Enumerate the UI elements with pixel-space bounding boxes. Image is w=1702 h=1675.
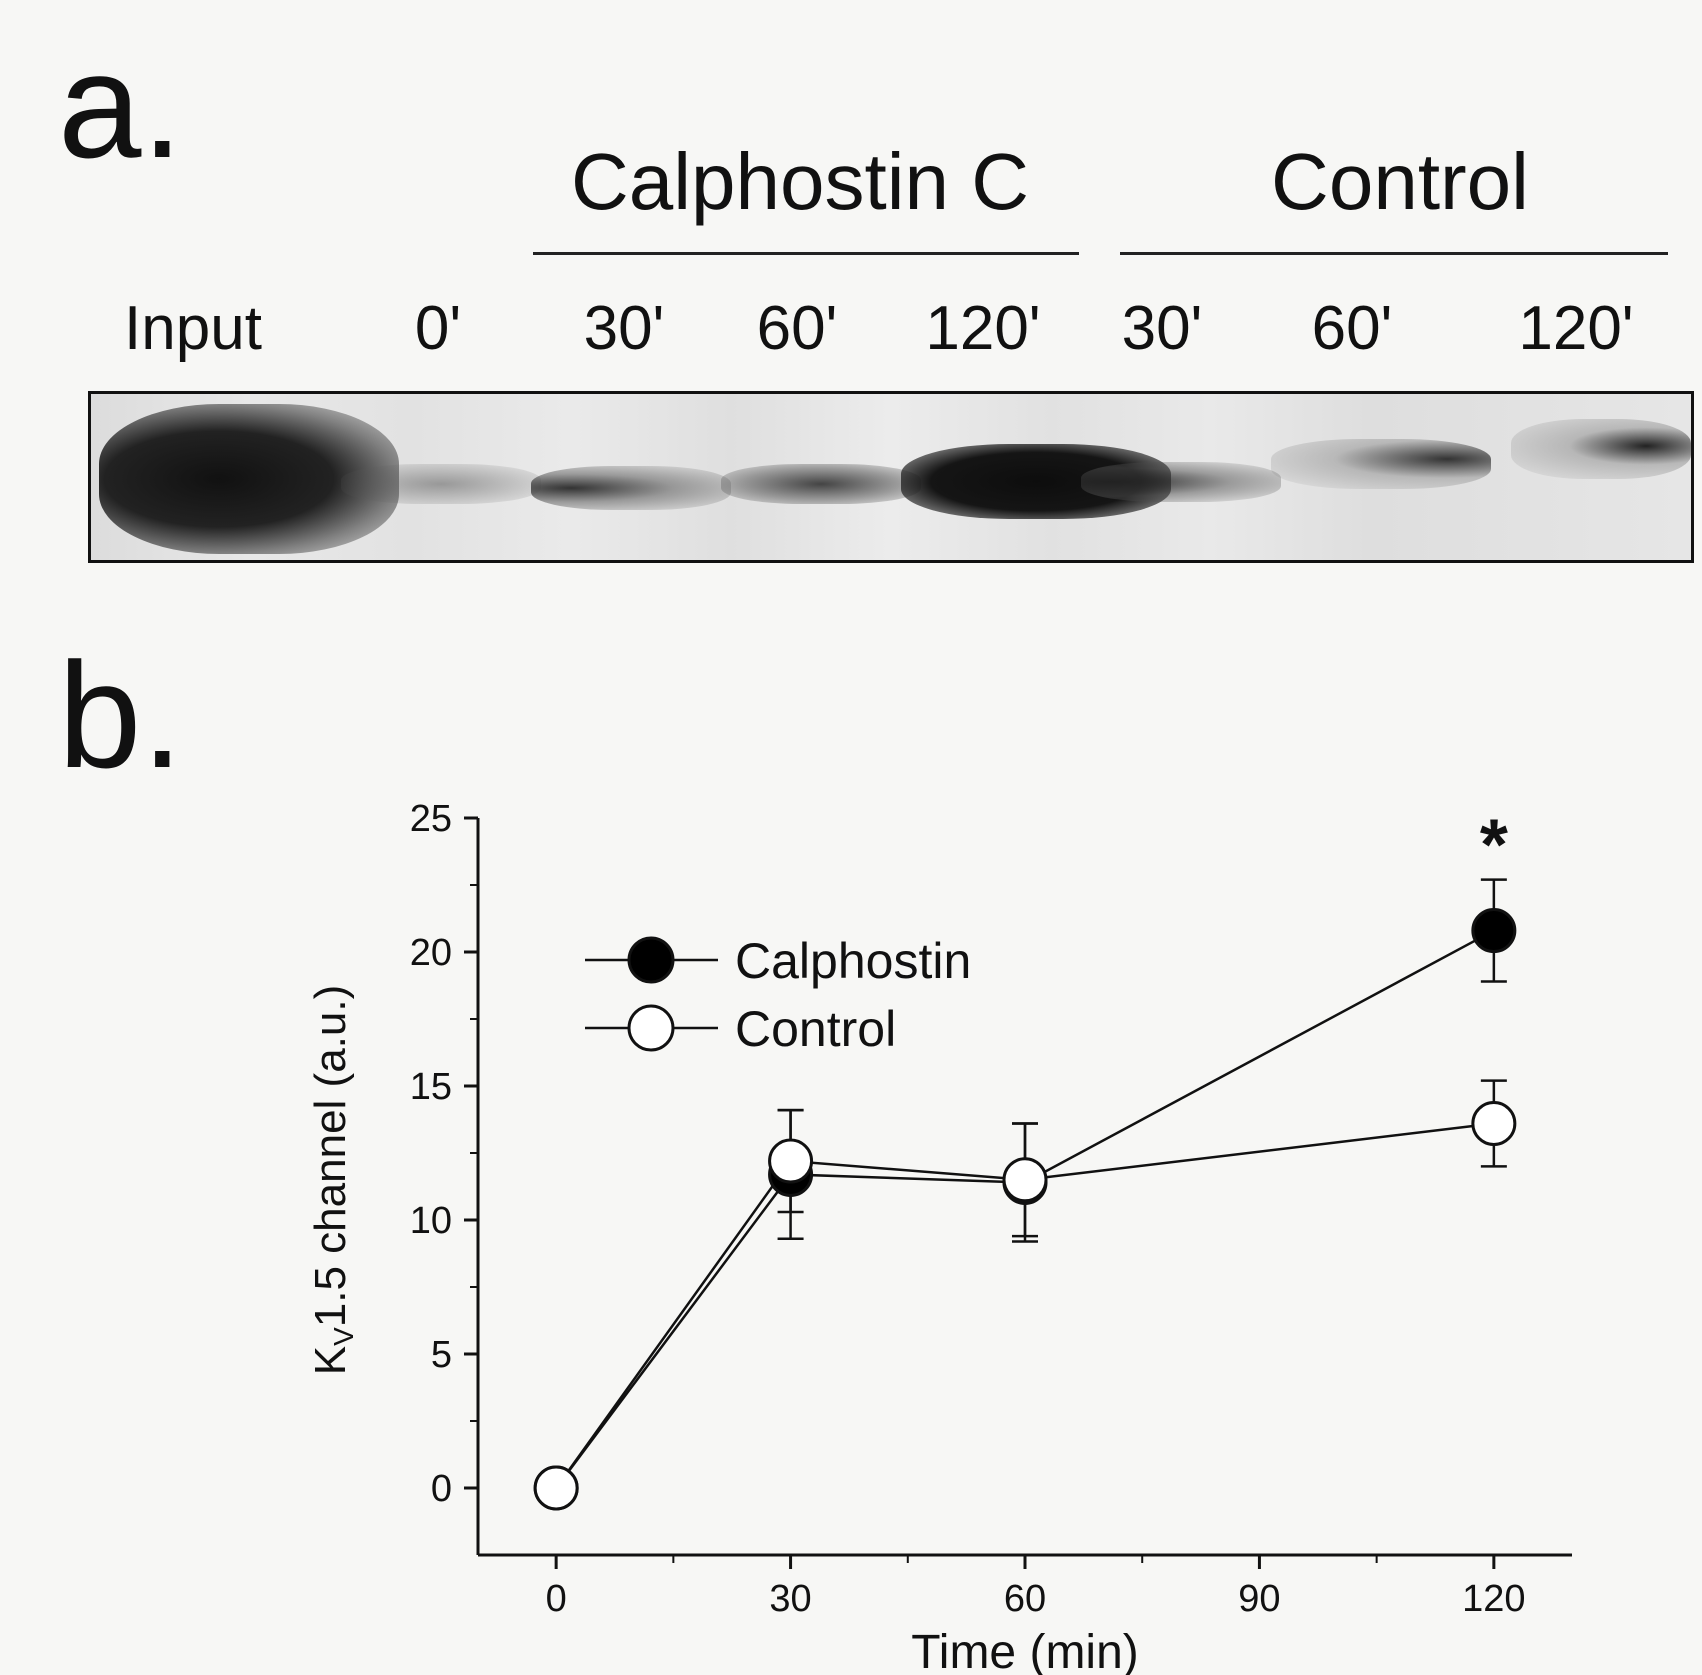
data-point-calphostin bbox=[1471, 908, 1517, 954]
blot-band-calphostin-60 bbox=[721, 464, 921, 504]
x-tick-label-0: 0 bbox=[546, 1578, 567, 1620]
significance-asterisk: * bbox=[1480, 806, 1508, 886]
lane-label-input: Input bbox=[124, 294, 262, 363]
y-tick-label-20: 20 bbox=[410, 932, 452, 974]
blot-band-control-120 bbox=[1511, 419, 1691, 479]
y-tick-label-5: 5 bbox=[431, 1334, 452, 1376]
data-point-control bbox=[768, 1138, 814, 1184]
y-tick-label-0: 0 bbox=[431, 1468, 452, 1510]
y-axis-label: KV1.5 channel (a.u.) bbox=[306, 985, 359, 1376]
lane-label-0: 0' bbox=[414, 294, 462, 363]
group-underline-control bbox=[1120, 252, 1668, 255]
y-axis-label-sub: V bbox=[328, 1327, 359, 1346]
data-point-control bbox=[1002, 1157, 1048, 1203]
series-line-calphostin bbox=[555, 929, 1495, 1489]
y-tick-label-25: 25 bbox=[410, 798, 452, 840]
series-line-control bbox=[555, 1122, 1495, 1489]
group-label-calphostin-c: Calphostin C bbox=[570, 137, 1030, 226]
lane-label-control-60: 60' bbox=[1311, 294, 1393, 363]
panel-b-letter: b. bbox=[58, 631, 184, 799]
x-tick-label-120: 120 bbox=[1462, 1578, 1525, 1620]
group-label-control: Control bbox=[1271, 137, 1529, 226]
x-axis-label: Time (min) bbox=[911, 1626, 1139, 1675]
y-tick-label-10: 10 bbox=[410, 1200, 452, 1242]
lane-label-calphostin-120: 120' bbox=[925, 294, 1041, 363]
group-underline-calphostin-c bbox=[533, 252, 1079, 255]
blot-band-control-30 bbox=[1081, 462, 1281, 502]
x-tick-label-30: 30 bbox=[769, 1578, 811, 1620]
lane-label-control-30: 30' bbox=[1121, 294, 1203, 363]
legend-label-calphostin: Calphostin bbox=[735, 933, 971, 989]
y-axis-label-main: K bbox=[306, 1346, 355, 1375]
data-point-control bbox=[533, 1465, 579, 1511]
lane-label-calphostin-30: 30' bbox=[583, 294, 665, 363]
y-tick-label-15: 15 bbox=[410, 1066, 452, 1108]
panel-a-letter: a. bbox=[58, 21, 184, 189]
lane-label-calphostin-60: 60' bbox=[756, 294, 838, 363]
legend-label-control: Control bbox=[735, 1001, 896, 1057]
western-blot-image bbox=[88, 391, 1694, 563]
y-axis-label-rest: 1.5 channel (a.u.) bbox=[306, 985, 355, 1327]
blot-band-control-60 bbox=[1271, 439, 1491, 489]
blot-band-calphostin-30 bbox=[531, 466, 731, 510]
data-point-control bbox=[1471, 1101, 1517, 1147]
blot-band-0 bbox=[341, 464, 541, 504]
x-tick-label-90: 90 bbox=[1238, 1578, 1280, 1620]
legend-marker-control bbox=[627, 1004, 675, 1052]
lane-label-control-120: 120' bbox=[1518, 294, 1634, 363]
legend-marker-calphostin bbox=[627, 936, 675, 984]
x-tick-label-60: 60 bbox=[1004, 1578, 1046, 1620]
